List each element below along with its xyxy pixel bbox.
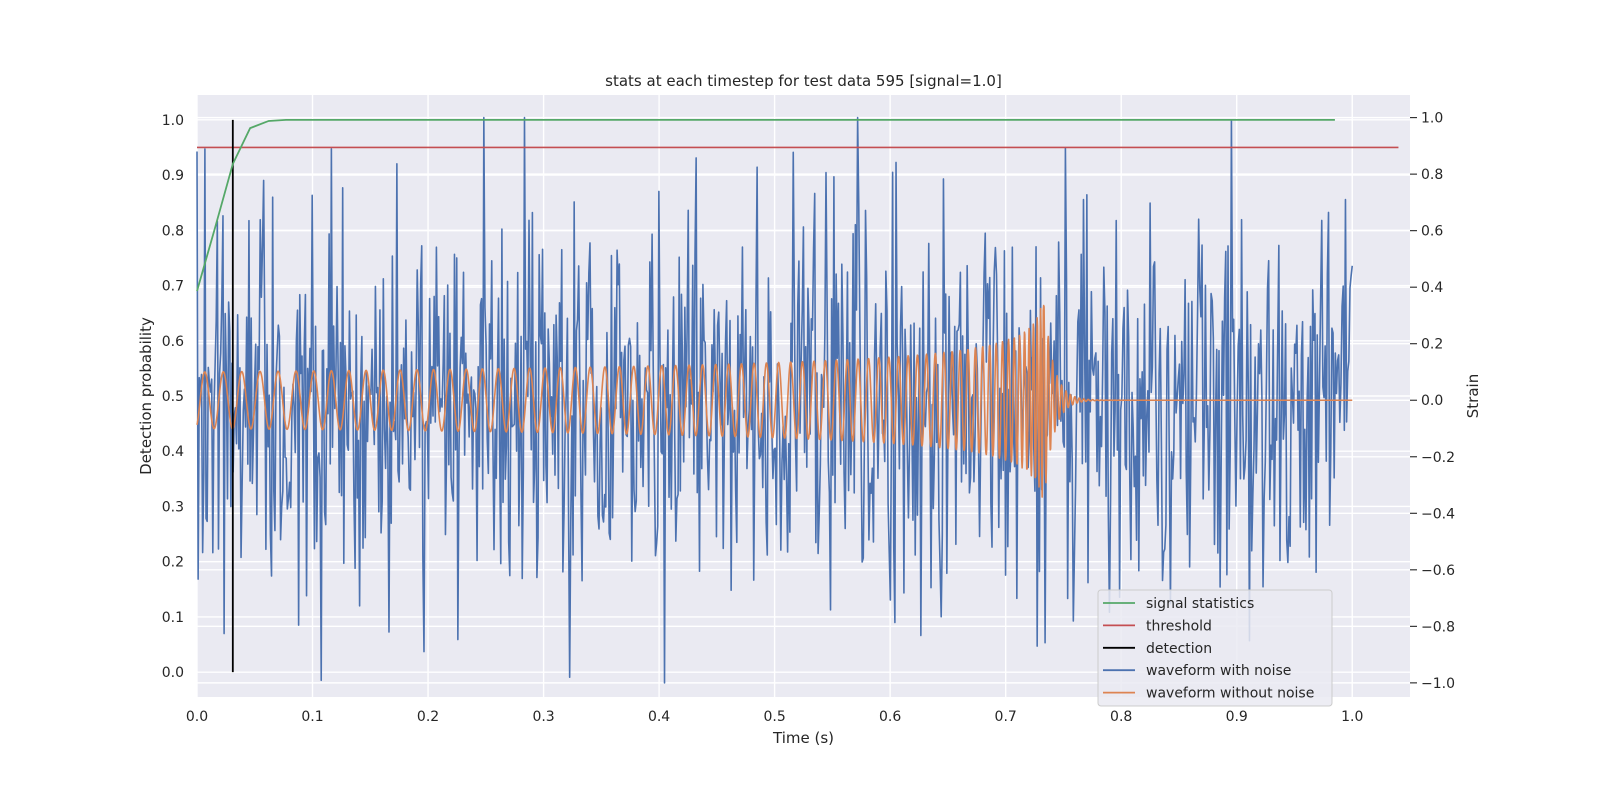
legend-entry: signal statistics bbox=[1146, 596, 1254, 612]
x-tick-label: 0.3 bbox=[532, 709, 554, 725]
x-tick-label: 0.4 bbox=[648, 709, 670, 725]
left-y-tick-label: 1.0 bbox=[162, 113, 184, 129]
left-y-tick-labels: 0.0 0.1 0.2 0.3 0.4 0.5 0.6 0.7 0.8 0.9 1.0 bbox=[162, 113, 184, 681]
right-y-tick-label: 0.8 bbox=[1421, 167, 1443, 183]
left-y-axis-label: Detection probability bbox=[137, 317, 155, 475]
left-y-tick-label: 0.5 bbox=[162, 389, 184, 405]
x-tick-label: 0.9 bbox=[1226, 709, 1248, 725]
left-y-tick-label: 0.0 bbox=[162, 665, 184, 681]
right-y-tick-label: −0.8 bbox=[1421, 619, 1455, 635]
x-tick-label: 1.0 bbox=[1341, 709, 1363, 725]
waveform-with-noise-layer bbox=[196, 116, 1354, 684]
waveform-without-noise-layer bbox=[196, 304, 1353, 498]
legend-entry: waveform without noise bbox=[1146, 686, 1314, 702]
x-tick-label: 0.6 bbox=[879, 709, 901, 725]
x-tick-labels: 0.0 0.1 0.2 0.3 0.4 0.5 0.6 0.7 0.8 0.9 1.0 bbox=[186, 709, 1364, 725]
legend-entry: threshold bbox=[1146, 618, 1212, 634]
right-y-tick-label: −0.2 bbox=[1421, 450, 1455, 466]
right-y-tick-label: 0.0 bbox=[1421, 393, 1443, 409]
waveform-without-noise-line bbox=[196, 304, 1353, 498]
left-y-tick-label: 0.8 bbox=[162, 223, 184, 239]
x-tick-label: 0.5 bbox=[763, 709, 785, 725]
right-y-tick-label: 0.2 bbox=[1421, 337, 1443, 353]
left-y-tick-label: 0.6 bbox=[162, 334, 184, 350]
legend-entry: detection bbox=[1146, 641, 1212, 657]
right-y-tick-label: −1.0 bbox=[1421, 676, 1455, 692]
right-y-axis-label: Strain bbox=[1464, 374, 1482, 418]
legend: signal statistics threshold detection wavef… bbox=[1097, 589, 1333, 707]
x-tick-label: 0.8 bbox=[1110, 709, 1132, 725]
left-y-tick-label: 0.7 bbox=[162, 279, 184, 295]
x-axis-label: Time (s) bbox=[772, 729, 834, 747]
left-y-tick-label: 0.2 bbox=[162, 555, 184, 571]
right-y-tick-label: −0.4 bbox=[1421, 506, 1455, 522]
left-y-tick-label: 0.4 bbox=[162, 444, 184, 460]
statistics-layer bbox=[196, 118, 1399, 673]
left-y-tick-label: 0.9 bbox=[162, 168, 184, 184]
left-y-tick-label: 0.1 bbox=[162, 610, 184, 626]
right-y-tick-label: 0.6 bbox=[1421, 224, 1443, 240]
right-y-tick-label: 0.4 bbox=[1421, 280, 1443, 296]
waveform-with-noise-line bbox=[196, 116, 1354, 684]
left-y-tick-label: 0.3 bbox=[162, 499, 184, 515]
x-tick-label: 0.2 bbox=[417, 709, 439, 725]
signal-statistics-line bbox=[196, 118, 1335, 292]
x-tick-label: 0.0 bbox=[186, 709, 208, 725]
legend-box bbox=[1097, 589, 1333, 707]
chart-title: stats at each timestep for test data 595… bbox=[605, 72, 1002, 90]
x-tick-label: 0.7 bbox=[995, 709, 1017, 725]
right-y-tick-label: 1.0 bbox=[1421, 111, 1443, 127]
right-y-axis: −1.0 −0.8 −0.6 −0.4 −0.2 0.0 0.2 0.4 0.6 0.8 1.0 bbox=[1410, 111, 1455, 692]
x-tick-label: 0.1 bbox=[301, 709, 323, 725]
legend-entry: waveform with noise bbox=[1146, 663, 1291, 679]
right-y-tick-label: −0.6 bbox=[1421, 563, 1455, 579]
